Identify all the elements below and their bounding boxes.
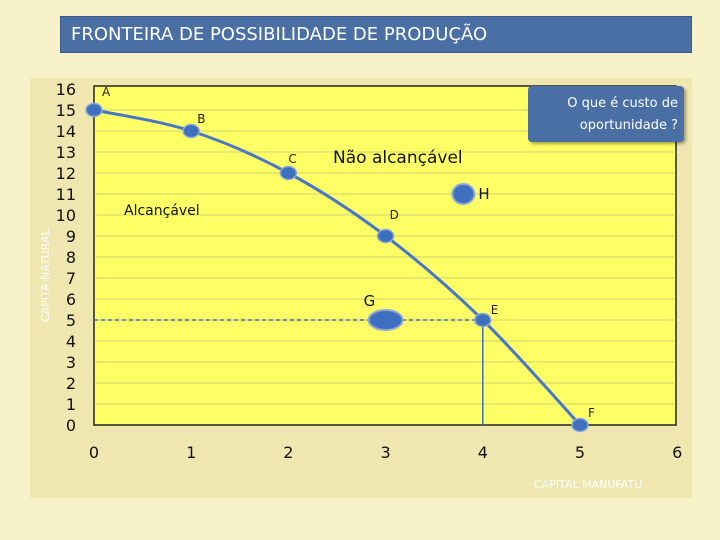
y-tick-14: 14 (56, 122, 76, 141)
y-tick-10: 10 (56, 206, 76, 225)
y-tick-9: 9 (66, 227, 76, 246)
point-c (279, 165, 298, 181)
point-label-f: F (588, 406, 595, 420)
y-tick-16: 16 (56, 80, 76, 99)
callout-line-2: oportunidade ? (579, 118, 678, 133)
x-tick-6: 6 (672, 443, 682, 462)
y-tick-1: 1 (66, 395, 76, 414)
x-tick-5: 5 (575, 443, 585, 462)
x-tick-3: 3 (381, 443, 391, 462)
point-e (474, 312, 492, 328)
y-tick-13: 13 (56, 143, 76, 162)
point-h (451, 183, 476, 205)
point-label-e: E (491, 303, 499, 317)
data-points: A B C D E F G H (85, 85, 595, 433)
y-tick-6: 6 (66, 290, 76, 309)
y-tick-7: 7 (66, 269, 76, 288)
x-axis-title: CAPITAL MANUFATU (534, 478, 642, 491)
x-tick-4: 4 (478, 443, 488, 462)
point-f (571, 417, 589, 433)
y-tick-11: 11 (56, 185, 76, 204)
x-tick-labels: 0 1 2 3 4 5 6 (89, 443, 682, 462)
y-tick-5: 5 (66, 311, 76, 330)
y-tick-4: 4 (66, 332, 76, 351)
y-tick-15: 15 (56, 101, 76, 120)
point-label-b: B (197, 112, 205, 126)
x-tick-1: 1 (186, 443, 196, 462)
point-g (367, 309, 404, 331)
point-d (376, 228, 395, 244)
point-label-d: D (390, 208, 399, 222)
region-unreachable-label: Não alcançável (333, 148, 463, 168)
point-b (182, 123, 200, 139)
point-label-g: G (364, 292, 376, 310)
callout-line-1: O que é custo de (567, 96, 678, 111)
y-tick-0: 0 (66, 416, 76, 435)
title-bar: FRONTEIRA DE POSSIBILIDADE DE PRODUÇÃO (60, 16, 692, 53)
point-label-h: H (478, 185, 489, 203)
plot-area (93, 85, 677, 426)
point-a (85, 102, 103, 118)
y-tick-8: 8 (66, 248, 76, 267)
page-title: FRONTEIRA DE POSSIBILIDADE DE PRODUÇÃO (71, 24, 488, 45)
y-tick-12: 12 (56, 164, 76, 183)
y-tick-3: 3 (66, 353, 76, 372)
opportunity-cost-callout: O que é custo de oportunidade ? (528, 86, 684, 142)
point-label-a: A (102, 85, 111, 99)
region-reachable-label: Alcançável (124, 203, 200, 219)
y-tick-2: 2 (66, 374, 76, 393)
y-axis-title: CAPITA NATURAL (39, 229, 52, 322)
x-tick-2: 2 (283, 443, 293, 462)
reference-lines (94, 319, 484, 425)
point-label-c: C (288, 152, 296, 166)
x-tick-0: 0 (89, 443, 99, 462)
